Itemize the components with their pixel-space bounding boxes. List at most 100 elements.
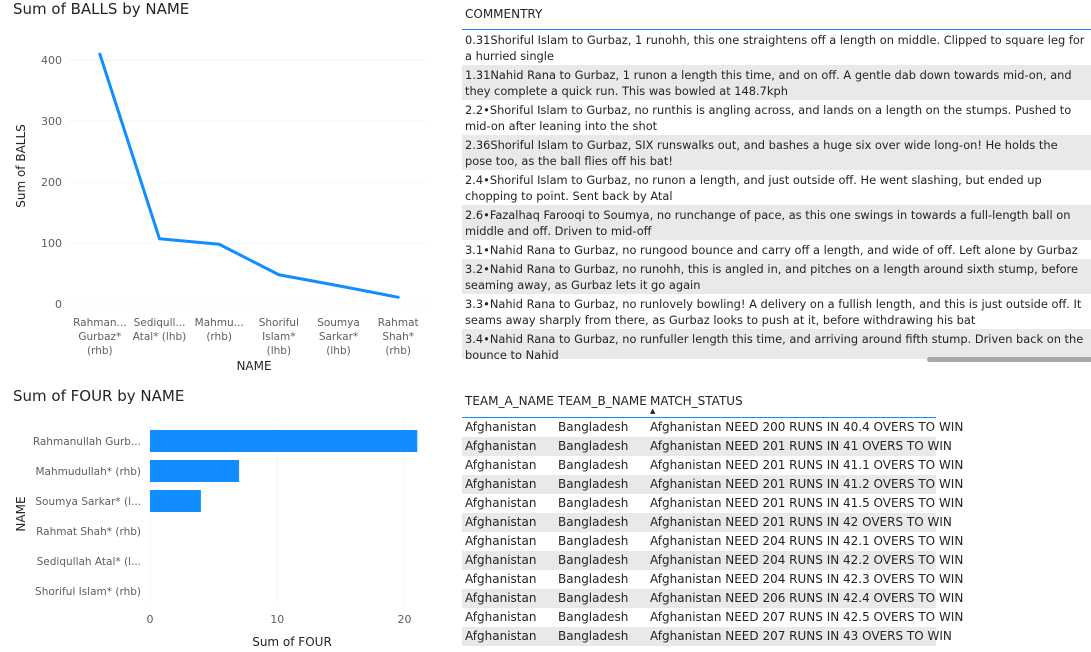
table-row[interactable]: 2.4•Shoriful Islam to Gurbaz, no runon a… bbox=[465, 173, 1042, 203]
header-divider bbox=[462, 417, 936, 418]
cell-team-b: Bangladesh bbox=[558, 610, 629, 624]
data-point bbox=[396, 295, 400, 299]
cell-team-a: Afghanistan bbox=[465, 439, 537, 453]
y-tick-label: 100 bbox=[41, 237, 62, 250]
y-tick-label: Rahmanullah Gurb... bbox=[33, 436, 141, 448]
table-row[interactable]: Afghanistan Bangladesh Afghanistan NEED 20… bbox=[462, 418, 963, 437]
table-row[interactable]: Afghanistan Bangladesh Afghanistan NEED 20… bbox=[462, 570, 963, 589]
x-tick-label: 10 bbox=[270, 613, 284, 626]
table-row[interactable]: Afghanistan Bangladesh Afghanistan NEED 20… bbox=[462, 475, 963, 494]
y-tick-label: Shoriful Islam* (rhb) bbox=[35, 586, 141, 598]
line-chart-plot: 0 100 200 300 400 Rahman... Gurbaz* (rhb) Sediqu… bbox=[14, 52, 428, 373]
x-tick-label: Rahmat bbox=[378, 317, 419, 329]
header-divider bbox=[462, 29, 1091, 30]
cell-match-status: Afghanistan NEED 204 RUNS IN 42.1 OVERS … bbox=[650, 534, 964, 548]
table-row[interactable]: Afghanistan Bangladesh Afghanistan NEED 20… bbox=[462, 437, 952, 456]
cell-team-a: Afghanistan bbox=[465, 572, 537, 586]
cell-team-b: Bangladesh bbox=[558, 458, 629, 472]
cell-team-b: Bangladesh bbox=[558, 591, 629, 605]
table-row[interactable]: 3.4•Nahid Rana to Gurbaz, no runfuller l… bbox=[462, 329, 1091, 359]
x-tick-label: Rahman... bbox=[73, 317, 126, 329]
cell-team-a: Afghanistan bbox=[465, 534, 537, 548]
commentary-table[interactable]: COMMENTRY 0.31Shoriful Islam to Gurbaz, … bbox=[462, 0, 1091, 362]
match-status-table-body: Afghanistan Bangladesh Afghanistan NEED 20… bbox=[462, 418, 963, 646]
table-row[interactable]: Afghanistan Bangladesh Afghanistan NEED 20… bbox=[462, 494, 963, 513]
y-tick-label: Mahmudullah* (rhb) bbox=[35, 466, 141, 478]
x-tick-label: Mahmu... bbox=[195, 317, 244, 329]
chart-title: Sum of FOUR by NAME bbox=[13, 387, 185, 405]
table-row[interactable]: 3.3•Nahid Rana to Gurbaz, no runlovely b… bbox=[465, 297, 1082, 327]
cell-team-b: Bangladesh bbox=[558, 477, 629, 491]
data-point bbox=[158, 237, 161, 241]
table-row[interactable]: Afghanistan Bangladesh Afghanistan NEED 20… bbox=[462, 608, 963, 627]
x-tick-label: Soumya bbox=[317, 317, 360, 329]
table-row[interactable]: 3.1•Nahid Rana to Gurbaz, no rungood bou… bbox=[465, 243, 1078, 257]
table-row[interactable]: 2.6•Fazalhaq Farooqi to Soumya, no runch… bbox=[462, 205, 1091, 240]
x-axis-title: Sum of FOUR bbox=[252, 635, 332, 649]
column-header-commentry[interactable]: COMMENTRY bbox=[465, 7, 543, 21]
bar bbox=[150, 490, 201, 512]
x-tick-label: Islam* bbox=[262, 331, 295, 343]
cell-team-a: Afghanistan bbox=[465, 420, 537, 434]
cell-team-b: Bangladesh bbox=[558, 553, 629, 567]
x-tick-label: 20 bbox=[398, 613, 412, 626]
horizontal-scrollbar[interactable] bbox=[927, 357, 1091, 362]
y-axis-title: Sum of BALLS bbox=[14, 124, 28, 208]
table-row[interactable]: 2.2•Shoriful Islam to Gurbaz, no runthis… bbox=[465, 103, 1072, 133]
table-row[interactable]: Afghanistan Bangladesh Afghanistan NEED 20… bbox=[462, 627, 952, 646]
x-tick-label: Sediqull... bbox=[134, 317, 186, 329]
cell-match-status: Afghanistan NEED 204 RUNS IN 42.3 OVERS … bbox=[650, 572, 964, 586]
data-point bbox=[98, 52, 102, 56]
y-tick-label: Rahmat Shah* (rhb) bbox=[36, 526, 141, 538]
x-tick-label: Shah* bbox=[382, 331, 414, 343]
cell-match-status: Afghanistan NEED 201 RUNS IN 41.1 OVERS … bbox=[650, 458, 964, 472]
x-tick-label: Gurbaz* bbox=[78, 331, 121, 343]
x-tick-label: 0 bbox=[147, 613, 154, 626]
y-tick-label: 300 bbox=[41, 115, 62, 128]
table-row[interactable]: Afghanistan Bangladesh Afghanistan NEED 20… bbox=[462, 513, 952, 532]
data-point bbox=[217, 242, 221, 246]
cell-team-a: Afghanistan bbox=[465, 610, 537, 624]
y-tick-label: Soumya Sarkar* (l... bbox=[35, 496, 141, 508]
data-point bbox=[277, 273, 281, 277]
table-row[interactable]: 0.31Shoriful Islam to Gurbaz, 1 runohh, … bbox=[465, 33, 1085, 63]
cell-team-a: Afghanistan bbox=[465, 591, 537, 605]
cell-team-a: Afghanistan bbox=[465, 477, 537, 491]
y-tick-label: 400 bbox=[41, 54, 62, 67]
cell-match-status: Afghanistan NEED 207 RUNS IN 43 OVERS TO… bbox=[650, 629, 952, 643]
cell-match-status: Afghanistan NEED 201 RUNS IN 42 OVERS TO… bbox=[650, 515, 952, 529]
cell-team-b: Bangladesh bbox=[558, 420, 629, 434]
cell-match-status: Afghanistan NEED 201 RUNS IN 41.5 OVERS … bbox=[650, 496, 964, 510]
column-header-team-a[interactable]: TEAM_A_NAME bbox=[465, 394, 554, 408]
cell-team-a: Afghanistan bbox=[465, 515, 537, 529]
cell-team-a: Afghanistan bbox=[465, 553, 537, 567]
table-row[interactable]: Afghanistan Bangladesh Afghanistan NEED 20… bbox=[462, 456, 963, 475]
table-row[interactable]: Afghanistan Bangladesh Afghanistan NEED 20… bbox=[462, 532, 963, 551]
column-header-team-b[interactable]: TEAM_B_NAME bbox=[558, 394, 647, 408]
cell-match-status: Afghanistan NEED 204 RUNS IN 42.2 OVERS … bbox=[650, 553, 964, 567]
table-row[interactable]: 1.31Nahid Rana to Gurbaz, 1 runon a leng… bbox=[462, 65, 1091, 100]
column-header-match-status[interactable]: MATCH_STATUS bbox=[650, 394, 743, 408]
match-status-table[interactable]: TEAM_A_NAME TEAM_B_NAME MATCH_STATUS ▲ A… bbox=[462, 388, 963, 652]
table-row[interactable]: Afghanistan Bangladesh Afghanistan NEED 20… bbox=[462, 589, 963, 608]
cell-match-status: Afghanistan NEED 206 RUNS IN 42.4 OVERS … bbox=[650, 591, 964, 605]
x-tick-label: Atal* (lhb) bbox=[133, 331, 186, 343]
cell-team-b: Bangladesh bbox=[558, 496, 629, 510]
table-row[interactable]: 3.2•Nahid Rana to Gurbaz, no runohh, thi… bbox=[462, 259, 1091, 294]
commentary-table-body: 0.31Shoriful Islam to Gurbaz, 1 runohh, … bbox=[462, 30, 1091, 359]
cell-team-a: Afghanistan bbox=[465, 458, 537, 472]
balls-by-name-chart[interactable]: Sum of BALLS by NAME 0 100 200 300 400 Rahman… bbox=[0, 0, 440, 380]
table-row[interactable]: 2.36Shoriful Islam to Gurbaz, SIX runswa… bbox=[462, 135, 1091, 170]
table-row[interactable]: Afghanistan Bangladesh Afghanistan NEED 20… bbox=[462, 551, 963, 570]
chart-title: Sum of BALLS by NAME bbox=[13, 0, 190, 18]
cell-team-b: Bangladesh bbox=[558, 534, 629, 548]
cell-match-status: Afghanistan NEED 207 RUNS IN 42.5 OVERS … bbox=[650, 610, 964, 624]
series-line bbox=[98, 53, 399, 299]
cell-team-b: Bangladesh bbox=[558, 572, 629, 586]
bar bbox=[150, 460, 240, 482]
cell-match-status: Afghanistan NEED 201 RUNS IN 41 OVERS TO… bbox=[650, 439, 952, 453]
y-axis-title: NAME bbox=[14, 496, 28, 531]
x-tick-label: (rhb) bbox=[87, 345, 113, 357]
four-by-name-chart[interactable]: Sum of FOUR by NAME 0 10 20 Rahmanullah Gur… bbox=[0, 384, 440, 652]
y-tick-label: 200 bbox=[41, 176, 62, 189]
